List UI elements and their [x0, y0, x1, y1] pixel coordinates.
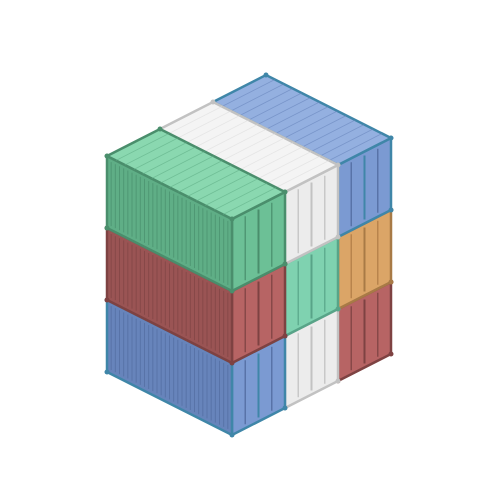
corner-casting [335, 234, 341, 240]
top-rib [248, 92, 302, 121]
top-rib [142, 146, 196, 175]
corner-casting [229, 216, 235, 222]
top-rib [204, 124, 258, 152]
corner-casting [282, 333, 288, 339]
corner-casting [388, 207, 394, 213]
top-rib [222, 187, 277, 215]
top-rib [230, 83, 285, 112]
corner-casting [229, 288, 235, 294]
top-rib [266, 155, 321, 184]
corner-casting [210, 99, 216, 105]
corner-casting [282, 189, 288, 195]
top-rib [222, 133, 276, 161]
top-rib [168, 106, 223, 134]
top-rib [213, 182, 268, 211]
top-rib [213, 128, 267, 157]
top-rib [293, 115, 347, 143]
top-rib [275, 106, 329, 134]
corner-casting [104, 297, 110, 303]
top-rib [231, 137, 285, 166]
top-rib [115, 133, 170, 161]
top-rib [275, 160, 330, 188]
top-rib [240, 142, 294, 170]
corner-casting [229, 432, 235, 438]
corner-casting [335, 378, 341, 384]
corner-casting [263, 72, 269, 78]
top-rib [160, 155, 214, 184]
corner-casting [388, 135, 394, 141]
top-rib [221, 79, 276, 107]
corner-casting [388, 279, 394, 285]
corner-casting [104, 153, 110, 159]
corner-casting [282, 261, 288, 267]
top-rib [284, 110, 338, 139]
top-rib [249, 146, 303, 175]
top-rib [196, 173, 250, 202]
corner-casting [104, 369, 110, 375]
corner-casting [388, 351, 394, 357]
top-rib [187, 169, 241, 197]
corner-casting [282, 405, 288, 411]
corner-casting [104, 225, 110, 231]
top-rib [195, 119, 249, 148]
top-rib [177, 110, 232, 139]
top-rib [124, 137, 179, 166]
corner-casting [157, 126, 163, 132]
top-rib [239, 88, 293, 116]
top-rib [302, 119, 356, 148]
top-rib [257, 97, 311, 125]
corner-casting [335, 162, 341, 168]
top-rib [133, 142, 187, 170]
top-rib [328, 133, 383, 161]
top-rib [266, 101, 320, 130]
top-rib [311, 124, 365, 152]
top-rib [151, 151, 205, 179]
top-rib [169, 160, 223, 188]
top-rib [205, 178, 259, 206]
top-rib [178, 164, 232, 193]
corner-casting [335, 306, 341, 312]
top-rib [186, 115, 240, 143]
top-rib [258, 151, 312, 179]
top-rib [319, 128, 374, 157]
corner-casting [229, 360, 235, 366]
